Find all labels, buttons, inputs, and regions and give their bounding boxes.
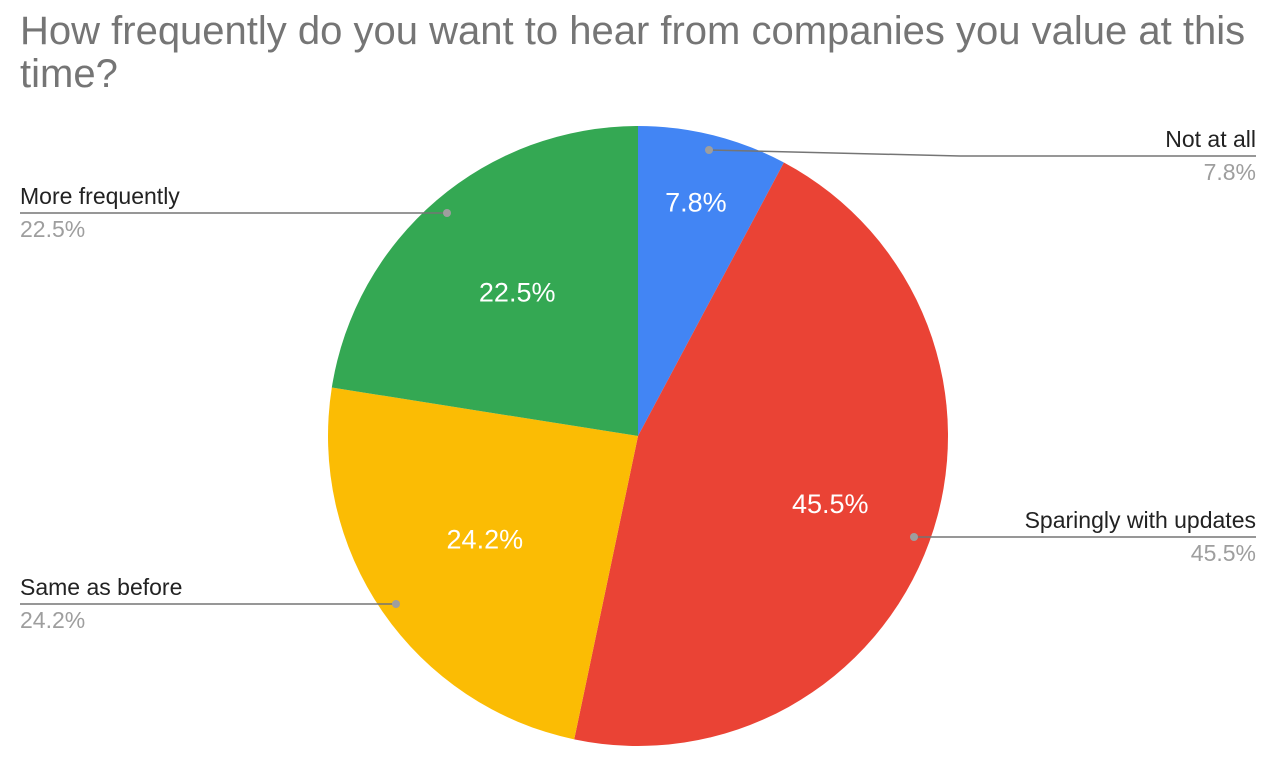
chart-title: How frequently do you want to hear from … <box>20 9 1246 96</box>
legend-name-same-as-before: Same as before <box>20 574 182 600</box>
legend-value-not-at-all: 7.8% <box>1204 159 1256 185</box>
pie-slices <box>328 126 948 747</box>
slice-label-more-frequently: 22.5% <box>479 278 556 308</box>
leader-dot-sparingly-with-updates <box>910 533 918 541</box>
legend-value-same-as-before: 24.2% <box>20 607 85 633</box>
leader-line-not-at-all <box>708 149 1256 157</box>
pie-slice-same-as-before <box>328 387 638 740</box>
legend-name-sparingly-with-updates: Sparingly with updates <box>1025 507 1256 533</box>
slice-label-not-at-all: 7.8% <box>665 188 727 218</box>
leader-legend: Not at all 7.8% Sparingly with updates 45.5… <box>20 126 1256 633</box>
pie-slice-more-frequently <box>331 126 638 436</box>
leader-dot-same-as-before <box>392 600 400 608</box>
pie-slice-sparingly-with-updates <box>574 162 948 747</box>
leader-lines <box>20 146 1256 608</box>
slice-label-same-as-before: 24.2% <box>447 525 524 555</box>
pie-slice-labels: 7.8% 45.5% 24.2% 22.5% <box>447 188 869 555</box>
legend-value-sparingly-with-updates: 45.5% <box>1191 540 1256 566</box>
leader-dot-not-at-all <box>705 146 713 154</box>
legend-name-not-at-all: Not at all <box>1165 126 1256 152</box>
legend-name-more-frequently: More frequently <box>20 183 180 209</box>
leader-dot-more-frequently <box>443 209 451 217</box>
pie-slice-not-at-all <box>638 126 784 436</box>
legend-value-more-frequently: 22.5% <box>20 216 85 242</box>
slice-label-sparingly-with-updates: 45.5% <box>792 489 869 519</box>
